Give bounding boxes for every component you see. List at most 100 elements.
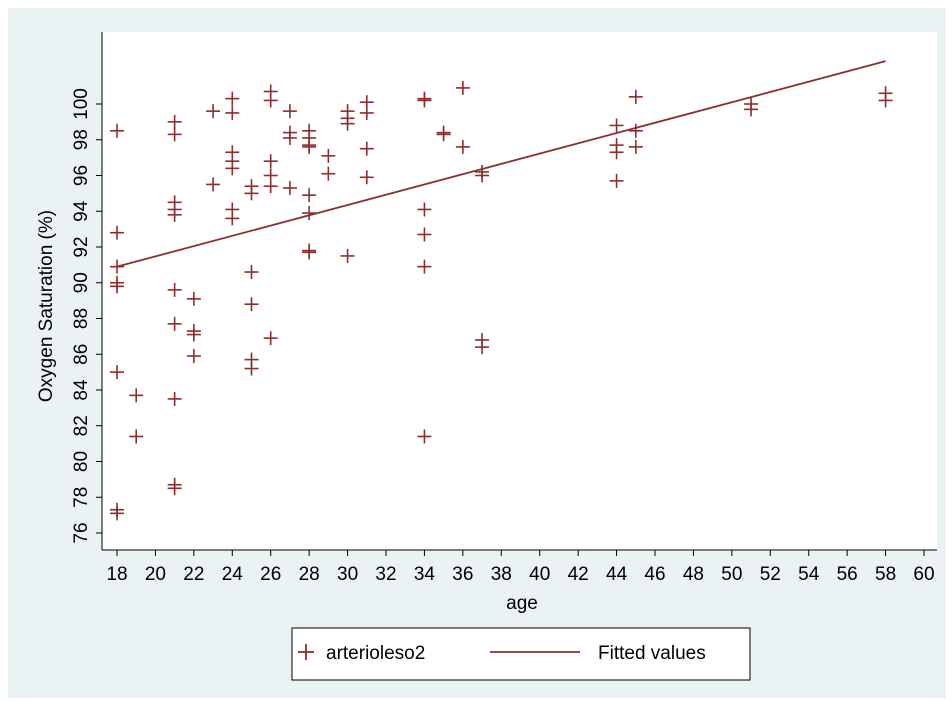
data-point xyxy=(206,177,221,192)
data-point xyxy=(167,282,182,297)
legend-marker-arterioleso2 xyxy=(298,644,314,660)
data-point xyxy=(744,102,759,117)
x-tick-label: 28 xyxy=(299,564,320,585)
data-point xyxy=(302,188,317,203)
y-tick-label: 90 xyxy=(71,272,92,293)
x-tick-label: 36 xyxy=(452,564,473,585)
y-tick-label: 88 xyxy=(71,308,92,329)
x-tick-label: 56 xyxy=(837,564,858,585)
data-point xyxy=(263,93,278,108)
data-point xyxy=(110,279,124,294)
x-tick-label: 46 xyxy=(644,564,665,585)
x-tick-label: 32 xyxy=(375,564,396,585)
data-point xyxy=(167,481,182,496)
data-point xyxy=(282,104,297,119)
data-point xyxy=(302,245,317,260)
x-tick-label: 34 xyxy=(414,564,436,585)
data-point xyxy=(244,186,259,201)
data-point xyxy=(167,127,182,142)
y-tick-label: 82 xyxy=(71,415,92,436)
data-point xyxy=(321,148,336,163)
data-point xyxy=(282,130,297,145)
x-tick-label: 38 xyxy=(491,564,512,585)
data-point xyxy=(186,327,201,342)
y-tick-label: 78 xyxy=(71,487,92,508)
y-tick-label: 80 xyxy=(71,451,92,472)
data-point xyxy=(167,391,182,406)
x-tick-label: 42 xyxy=(568,564,589,585)
data-point xyxy=(359,141,374,156)
data-point xyxy=(302,206,317,221)
data-point xyxy=(628,139,643,154)
scatter-chart: 76 78 80 82 84 86 88 90 92 94 96 98 100 18 20 22 24 26 28… xyxy=(36,32,937,681)
data-point xyxy=(417,202,432,217)
legend: arterioleso2 Fitted values xyxy=(291,627,751,681)
data-point xyxy=(110,225,124,240)
data-point xyxy=(359,170,374,185)
data-point xyxy=(455,80,470,95)
x-tick-label: 48 xyxy=(683,564,704,585)
data-point xyxy=(186,349,201,364)
x-tick-label: 54 xyxy=(798,564,820,585)
y-tick-label: 100 xyxy=(71,88,92,120)
x-tick-label: 24 xyxy=(222,564,244,585)
x-tick-label: 26 xyxy=(260,564,281,585)
legend-label-fitted-values: Fitted values xyxy=(598,643,706,664)
data-point xyxy=(263,331,278,346)
y-axis: 76 78 80 82 84 86 88 90 92 94 96 98 100 xyxy=(71,32,103,550)
data-point xyxy=(340,116,355,131)
data-point xyxy=(110,123,124,138)
data-point xyxy=(475,340,490,355)
data-point xyxy=(244,297,259,312)
data-point xyxy=(167,316,182,331)
legend-box xyxy=(291,627,751,681)
data-point xyxy=(225,91,240,106)
data-point xyxy=(110,506,124,521)
data-point xyxy=(244,265,259,280)
data-point xyxy=(417,259,432,274)
data-point xyxy=(628,89,643,104)
y-tick-label: 86 xyxy=(71,344,92,365)
x-tick-label: 60 xyxy=(913,564,934,585)
x-tick-label: 58 xyxy=(875,564,896,585)
data-point xyxy=(628,123,643,138)
x-tick-label: 50 xyxy=(721,564,742,585)
data-point xyxy=(340,248,355,263)
y-tick-label: 94 xyxy=(71,200,92,222)
data-point xyxy=(263,179,278,194)
data-point xyxy=(225,211,240,226)
x-tick-label: 22 xyxy=(183,564,204,585)
x-tick-label: 20 xyxy=(145,564,166,585)
data-point xyxy=(129,388,144,403)
data-point xyxy=(244,361,259,376)
y-axis-title: Oxygen Saturation (%) xyxy=(36,210,57,402)
x-tick-label: 30 xyxy=(337,564,358,585)
y-tick-label: 92 xyxy=(71,236,92,257)
data-point xyxy=(417,429,432,444)
data-point xyxy=(609,145,624,160)
data-point xyxy=(878,93,893,108)
data-point xyxy=(186,291,201,306)
data-point xyxy=(609,118,624,133)
data-point xyxy=(417,227,432,242)
chart-figure: 76 78 80 82 84 86 88 90 92 94 96 98 100 18 20 22 24 26 28… xyxy=(8,8,946,698)
y-tick-label: 96 xyxy=(71,165,92,186)
data-point xyxy=(321,166,336,181)
x-axis-title: age xyxy=(506,593,538,614)
legend-label-arterioleso2: arterioleso2 xyxy=(326,643,425,664)
data-point xyxy=(475,168,490,183)
data-point xyxy=(167,207,182,222)
data-point xyxy=(417,93,432,108)
data-point xyxy=(359,105,374,120)
data-point xyxy=(436,127,451,142)
data-point xyxy=(282,181,297,196)
data-point xyxy=(129,429,144,444)
x-tick-label: 44 xyxy=(606,564,628,585)
data-point xyxy=(225,105,240,120)
fitted-values-line xyxy=(116,60,886,268)
plot-area xyxy=(102,32,937,550)
y-tick-label: 84 xyxy=(71,379,92,401)
x-tick-label: 40 xyxy=(529,564,550,585)
data-point xyxy=(302,139,317,154)
data-point xyxy=(167,114,182,129)
